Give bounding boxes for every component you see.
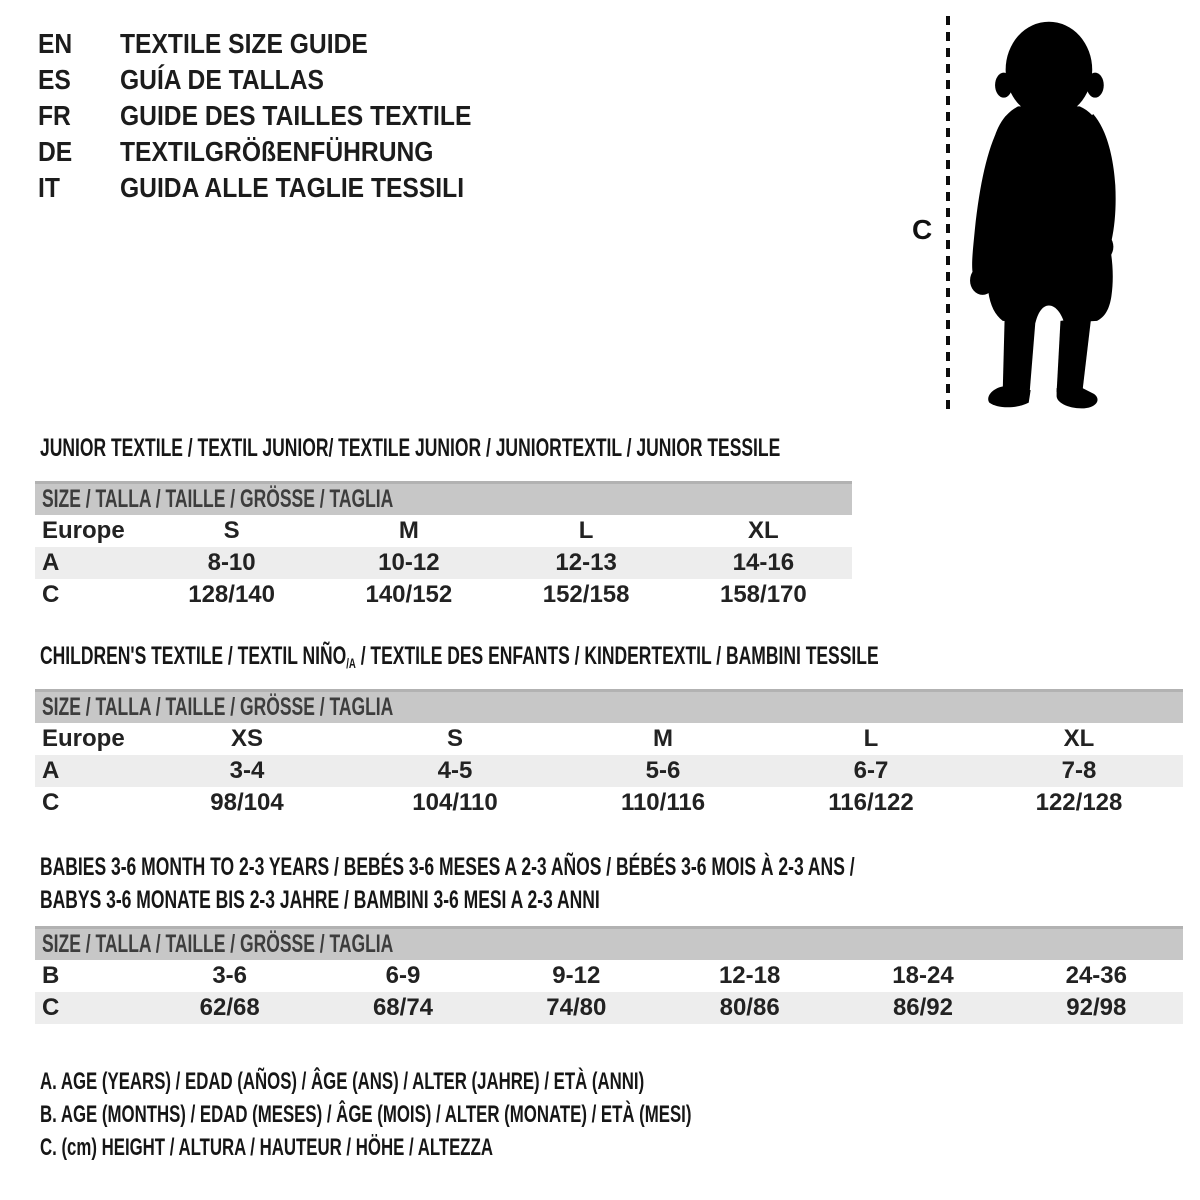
language-code: DE bbox=[38, 136, 73, 167]
row-label-cell: Europe bbox=[42, 517, 125, 544]
legend-line-a: A. AGE (YEARS) / EDAD (AÑOS) / ÂGE (ANS)… bbox=[40, 1068, 645, 1095]
value-cell: 62/68 bbox=[199, 994, 260, 1021]
value-cell: 116/122 bbox=[828, 789, 914, 816]
legend-line-b: B. AGE (MONTHS) / EDAD (MESES) / ÂGE (MO… bbox=[40, 1101, 692, 1128]
row-label-cell: A bbox=[42, 757, 60, 784]
language-title: GUIDE DES TAILLES TEXTILE bbox=[120, 100, 472, 131]
size-cell: L bbox=[863, 725, 879, 752]
size-cell: XL bbox=[748, 517, 779, 544]
table-row-height: C 62/68 68/74 74/80 80/86 86/92 92/98 bbox=[35, 992, 1183, 1024]
babies-size-header-bar: SIZE / TALLA / TAILLE / GRÖSSE / TAGLIA bbox=[35, 926, 1183, 960]
junior-size-header-bar: SIZE / TALLA / TAILLE / GRÖSSE / TAGLIA bbox=[35, 481, 852, 515]
row-label-cell: C bbox=[42, 581, 60, 608]
table-row-sizes: Europe XS S M L XL bbox=[35, 723, 1183, 755]
language-code: ES bbox=[38, 64, 71, 95]
value-cell: 158/170 bbox=[719, 581, 807, 608]
size-cell: S bbox=[446, 725, 463, 752]
nino-a-subscript: /A bbox=[346, 656, 356, 672]
row-label-cell: C bbox=[42, 994, 60, 1021]
table-row-age: A 3-4 4-5 5-6 6-7 7-8 bbox=[35, 755, 1183, 787]
value-cell: 74/80 bbox=[546, 994, 607, 1021]
height-dashed-line bbox=[946, 16, 950, 416]
language-line-fr: FR GUIDE DES TAILLES TEXTILE bbox=[38, 98, 519, 134]
row-label-cell: Europe bbox=[42, 725, 125, 752]
language-title: TEXTILGRÖßENFÜHRUNG bbox=[120, 136, 434, 167]
value-cell: 152/158 bbox=[542, 581, 630, 608]
babies-table: B 3-6 6-9 9-12 12-18 18-24 24-36 C 62/68… bbox=[35, 960, 1183, 1024]
language-line-es: ES GUÍA DE TALLAS bbox=[38, 62, 519, 98]
size-cell: XS bbox=[230, 725, 263, 752]
children-table: Europe XS S M L XL A 3-4 4-5 5-6 6-7 7-8… bbox=[35, 723, 1183, 819]
legend-line-c: C. (cm) HEIGHT / ALTURA / HAUTEUR / HÖHE… bbox=[40, 1134, 493, 1161]
value-cell: 98/104 bbox=[210, 789, 284, 816]
table-row-months: B 3-6 6-9 9-12 12-18 18-24 24-36 bbox=[35, 960, 1183, 992]
junior-table: Europe S M L XL A 8-10 10-12 12-13 14-16… bbox=[35, 515, 852, 611]
value-cell: 86/92 bbox=[892, 994, 953, 1021]
size-cell: XL bbox=[1063, 725, 1095, 752]
value-cell: 92/98 bbox=[1066, 994, 1127, 1021]
language-title: GUÍA DE TALLAS bbox=[120, 64, 324, 95]
children-section-title: CHILDREN'S TEXTILE / TEXTIL NIÑO/A / TEX… bbox=[40, 642, 879, 672]
value-cell: 68/74 bbox=[372, 994, 434, 1021]
value-cell: 80/86 bbox=[719, 994, 780, 1021]
table-row-height: C 128/140 140/152 152/158 158/170 bbox=[35, 579, 852, 611]
children-size-header-bar: SIZE / TALLA / TAILLE / GRÖSSE / TAGLIA bbox=[35, 689, 1183, 723]
language-code: EN bbox=[38, 28, 73, 59]
value-cell: 122/128 bbox=[1035, 789, 1123, 816]
size-cell: M bbox=[653, 725, 673, 752]
table-row-age: A 8-10 10-12 12-13 14-16 bbox=[35, 547, 852, 579]
size-cell: M bbox=[398, 517, 419, 544]
language-line-de: DE TEXTILGRÖßENFÜHRUNG bbox=[38, 134, 519, 170]
row-label-cell: B bbox=[42, 962, 60, 989]
junior-section-title: JUNIOR TEXTILE / TEXTIL JUNIOR/ TEXTILE … bbox=[40, 434, 781, 462]
toddler-silhouette-icon bbox=[958, 14, 1136, 423]
value-cell: 140/152 bbox=[365, 581, 453, 608]
value-cell: 4-5 bbox=[437, 757, 473, 784]
language-code: IT bbox=[38, 172, 60, 203]
value-cell: 110/116 bbox=[620, 789, 706, 816]
value-cell: 104/110 bbox=[412, 789, 498, 816]
language-title-block: EN TEXTILE SIZE GUIDE ES GUÍA DE TALLAS … bbox=[38, 26, 519, 206]
value-cell: 9-12 bbox=[552, 962, 601, 989]
row-label-cell: C bbox=[42, 789, 60, 816]
height-measure-label: C bbox=[912, 214, 933, 245]
value-cell: 6-7 bbox=[853, 757, 889, 784]
value-cell: 12-13 bbox=[555, 549, 617, 576]
value-cell: 5-6 bbox=[645, 757, 681, 784]
value-cell: 3-6 bbox=[212, 962, 247, 989]
babies-section-title: BABIES 3-6 MONTH TO 2-3 YEARS / BEBÉS 3-… bbox=[40, 853, 855, 914]
table-row-sizes: Europe S M L XL bbox=[35, 515, 852, 547]
language-title: TEXTILE SIZE GUIDE bbox=[120, 28, 368, 59]
size-cell: L bbox=[578, 517, 594, 544]
language-code: FR bbox=[38, 100, 71, 131]
language-line-it: IT GUIDA ALLE TAGLIE TESSILI bbox=[38, 170, 519, 206]
measure-legend: A. AGE (YEARS) / EDAD (AÑOS) / ÂGE (ANS)… bbox=[40, 1068, 971, 1167]
value-cell: 7-8 bbox=[1061, 757, 1097, 784]
value-cell: 10-12 bbox=[378, 549, 440, 576]
value-cell: 12-18 bbox=[718, 962, 781, 989]
row-label-cell: A bbox=[42, 549, 60, 576]
value-cell: 24-36 bbox=[1065, 962, 1127, 989]
value-cell: 14-16 bbox=[732, 549, 795, 576]
table-row-height: C 98/104 104/110 110/116 116/122 122/128 bbox=[35, 787, 1183, 819]
value-cell: 128/140 bbox=[188, 581, 275, 608]
value-cell: 8-10 bbox=[207, 549, 256, 576]
value-cell: 18-24 bbox=[892, 962, 954, 989]
value-cell: 6-9 bbox=[385, 962, 421, 989]
value-cell: 3-4 bbox=[229, 757, 265, 784]
size-cell: S bbox=[223, 517, 240, 544]
language-title: GUIDA ALLE TAGLIE TESSILI bbox=[120, 172, 465, 203]
language-line-en: EN TEXTILE SIZE GUIDE bbox=[38, 26, 519, 62]
